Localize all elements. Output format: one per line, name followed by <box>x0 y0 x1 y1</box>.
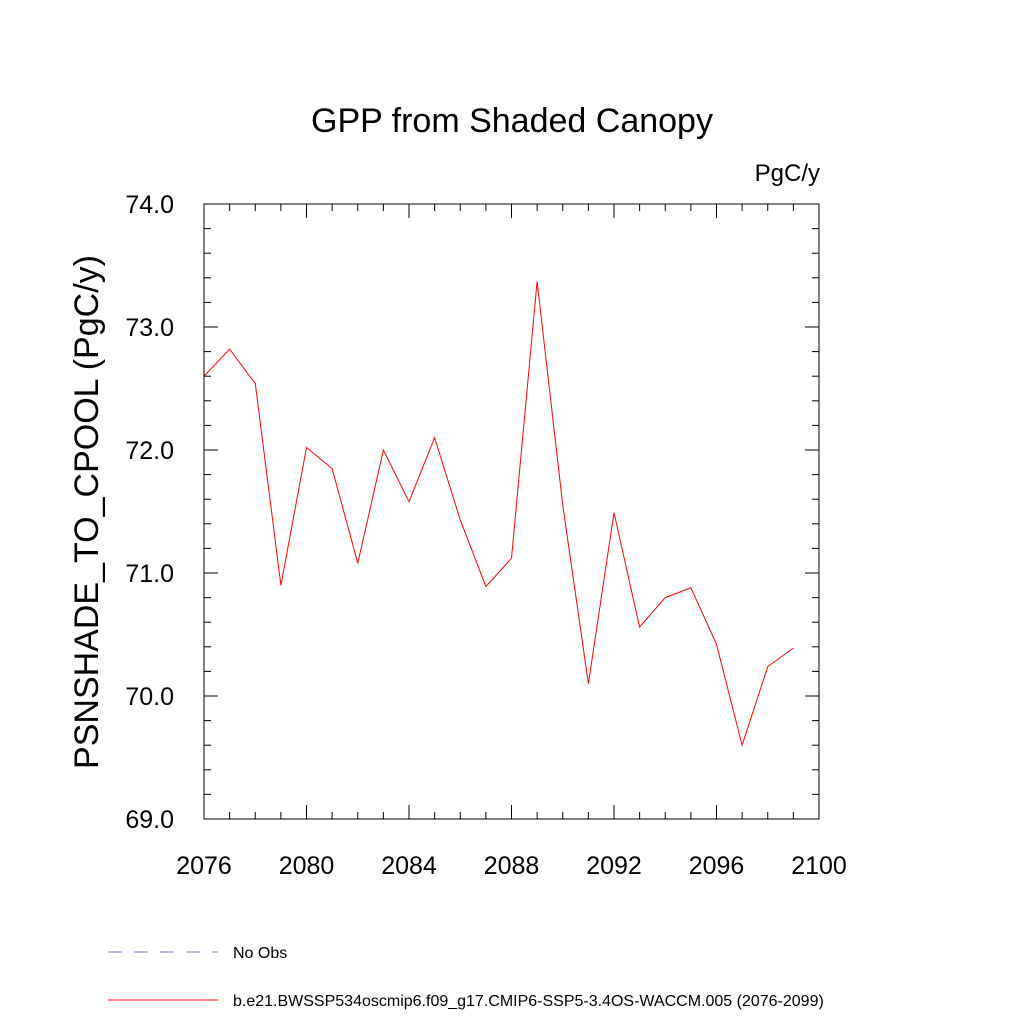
x-tick-label: 2100 <box>791 852 847 880</box>
x-tick-label: 2084 <box>381 852 437 880</box>
plot-frame <box>203 203 820 820</box>
chart-title: GPP from Shaded Canopy <box>311 102 713 140</box>
y-tick-labels: 69.0 70.0 71.0 72.0 73.0 74.0 <box>125 191 174 834</box>
x-tick-label: 2096 <box>689 852 745 880</box>
legend: No Obs b.e21.BWSSP534oscmip6.f09_g17.CMI… <box>108 945 824 1010</box>
y-tick-label: 70.0 <box>125 683 174 711</box>
series-line <box>203 281 794 747</box>
x-tick-labels: 2076 2080 2084 2088 2092 2096 2100 <box>176 852 847 880</box>
axis-ticks <box>203 203 820 820</box>
data-series <box>203 281 794 747</box>
y-axis-label: PSNSHADE_TO_CPOOL (PgC/y) <box>68 255 106 769</box>
y-tick-label: 73.0 <box>125 314 174 342</box>
x-tick-label: 2092 <box>586 852 642 880</box>
y-tick-label: 71.0 <box>125 560 174 588</box>
y-tick-label: 74.0 <box>125 191 174 219</box>
x-tick-label: 2080 <box>279 852 335 880</box>
y-tick-label: 72.0 <box>125 437 174 465</box>
x-tick-label: 2076 <box>176 852 232 880</box>
legend-label-no-obs: No Obs <box>233 945 287 962</box>
y-tick-label: 69.0 <box>125 806 174 834</box>
x-tick-label: 2088 <box>484 852 540 880</box>
legend-label-model-run: b.e21.BWSSP534oscmip6.f09_g17.CMIP6-SSP5… <box>233 993 824 1010</box>
units-label: PgC/y <box>755 160 820 187</box>
